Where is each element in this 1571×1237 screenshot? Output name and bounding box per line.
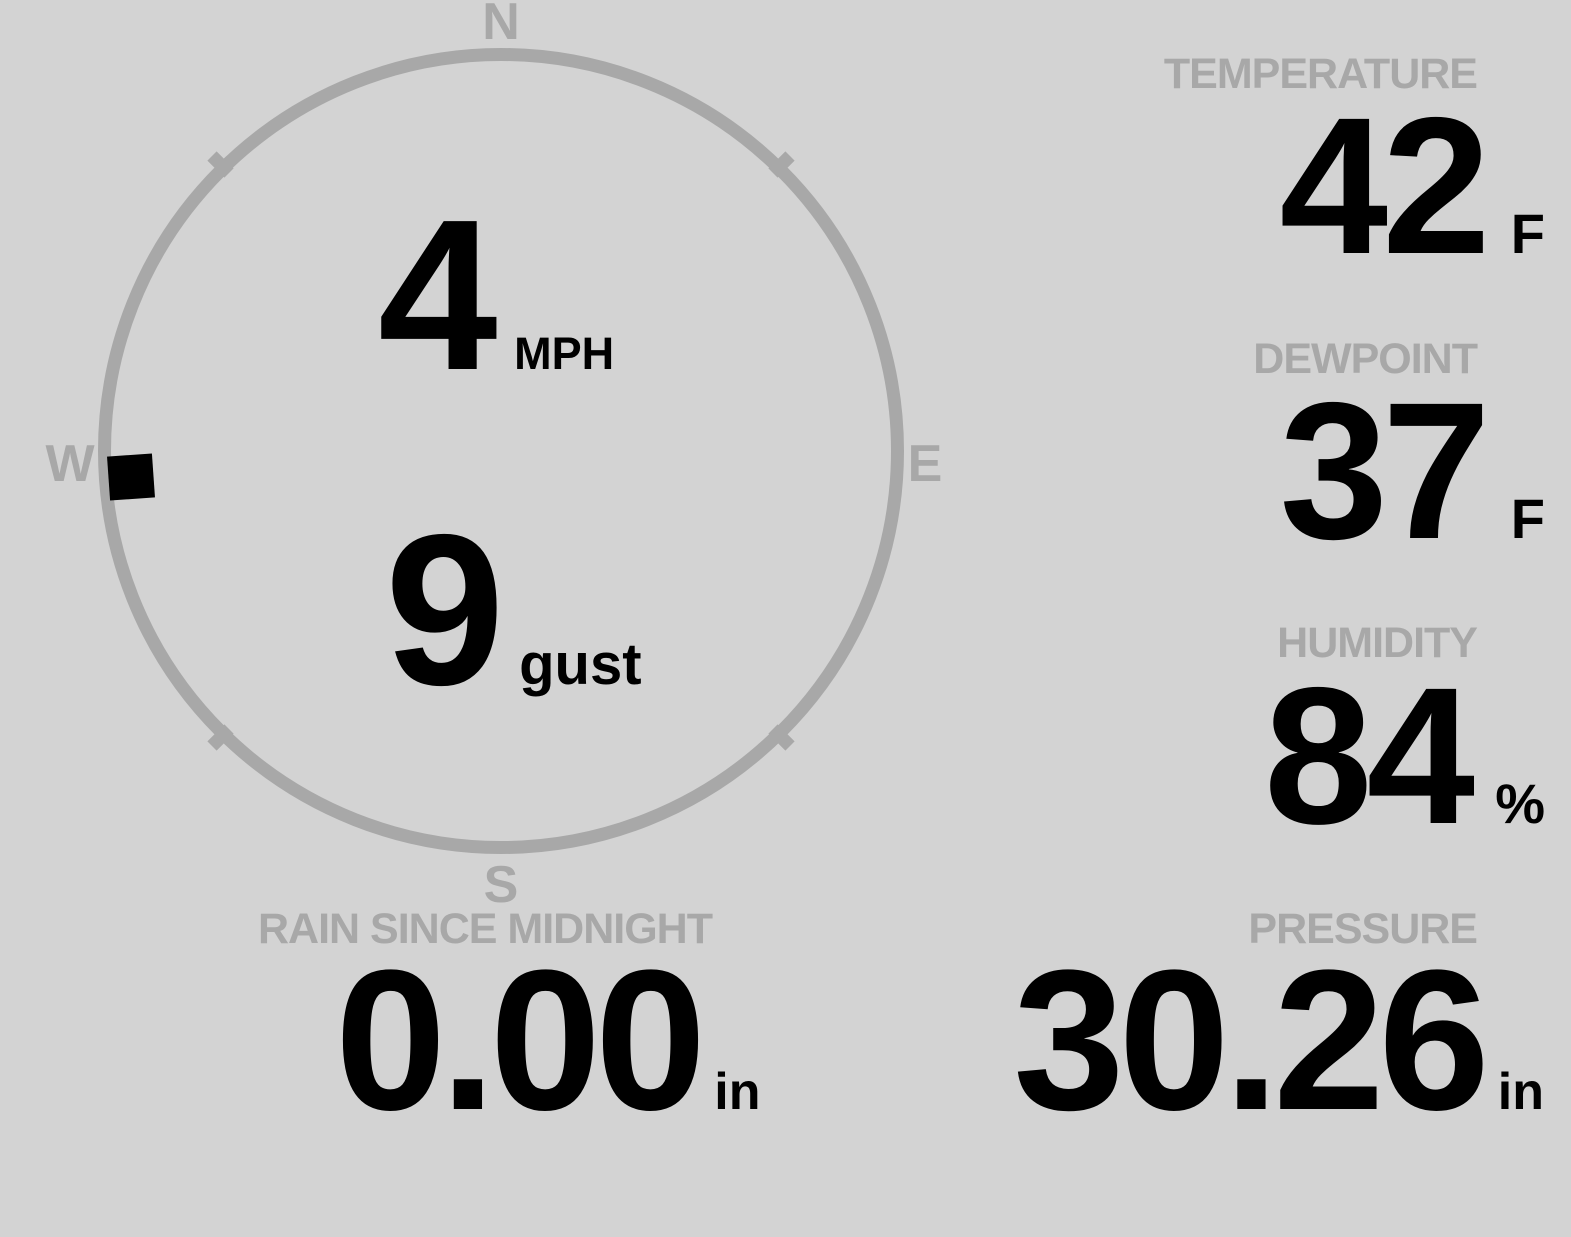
wind-speed-readout: 4 MPH <box>378 187 614 402</box>
compass-label-east: E <box>907 435 943 493</box>
rain-unit: in <box>714 1063 761 1121</box>
temperature-value: 42 <box>1279 77 1491 295</box>
pressure-unit: in <box>1497 1063 1544 1121</box>
dewpoint-readout: 37 F <box>1280 374 1545 569</box>
dewpoint-unit: F <box>1510 487 1545 550</box>
wind-direction-marker-icon <box>106 453 155 501</box>
rain-readout: 0.00 in <box>335 941 760 1141</box>
humidity-value: 84 <box>1264 647 1475 865</box>
wind-gust-value: 9 <box>385 489 505 730</box>
rain-value: 0.00 <box>335 929 706 1152</box>
wind-gust-label: gust <box>519 632 642 697</box>
humidity-label: HUMIDITY <box>1277 619 1478 667</box>
wind-speed-value: 4 <box>378 174 498 415</box>
compass-label-west: W <box>45 435 95 493</box>
compass-label-north: N <box>482 0 520 51</box>
humidity-readout: 84 % <box>1264 659 1545 854</box>
compass-ring-graphic <box>98 48 904 854</box>
wind-speed-unit: MPH <box>514 328 615 379</box>
compass-ring <box>98 48 904 854</box>
temperature-label: TEMPERATURE <box>1163 50 1478 98</box>
dewpoint-label: DEWPOINT <box>1253 335 1478 383</box>
temperature-unit: F <box>1510 202 1545 265</box>
compass-intercardinal-ticks <box>207 151 795 751</box>
rain-label: RAIN SINCE MIDNIGHT <box>258 905 713 953</box>
wind-compass: N S W E 4 MPH 9 gust <box>0 0 1003 911</box>
pressure-readout: 30.26 in <box>1013 941 1544 1141</box>
dewpoint-value: 37 <box>1279 362 1491 580</box>
humidity-unit: % <box>1495 772 1545 835</box>
wind-gust-readout: 9 gust <box>385 502 642 717</box>
pressure-label: PRESSURE <box>1248 905 1478 953</box>
temperature-readout: 42 F <box>1280 89 1545 284</box>
pressure-value: 30.26 <box>1013 929 1489 1152</box>
compass-label-south: S <box>483 856 519 914</box>
